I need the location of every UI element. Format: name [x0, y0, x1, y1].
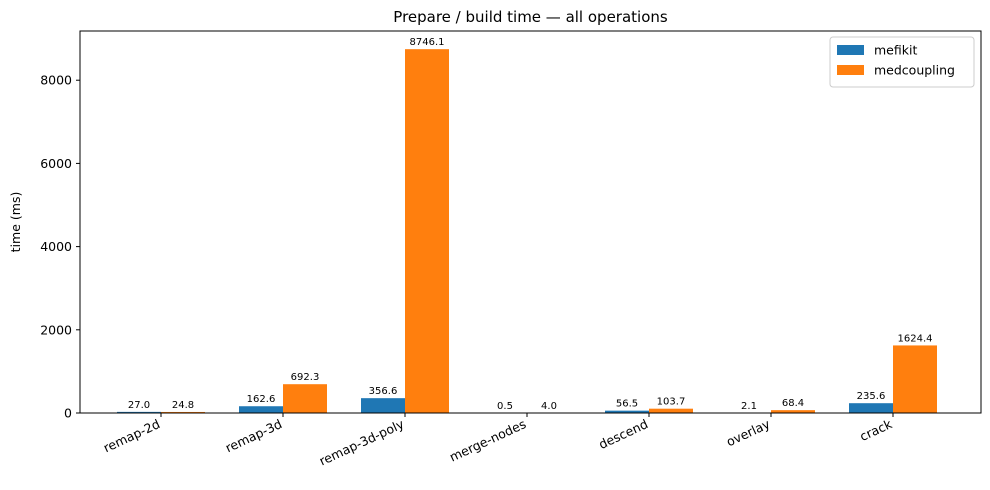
data-label-medcoupling-remap-2d: 24.8 — [172, 400, 194, 411]
data-label-mefikit-crack: 235.6 — [857, 391, 886, 402]
bar-medcoupling-descend — [649, 408, 693, 413]
data-label-medcoupling-crack: 1624.4 — [898, 333, 933, 344]
data-label-medcoupling-remap-3d: 692.3 — [291, 372, 320, 383]
data-label-medcoupling-overlay: 68.4 — [782, 398, 804, 409]
legend-box — [829, 36, 975, 88]
bar-mefikit-remap-3d — [239, 406, 283, 413]
y-tick-label: 0 — [64, 406, 72, 421]
x-tick-label-overlay: overlay — [724, 416, 773, 449]
bar-medcoupling-remap-3d-poly — [405, 49, 449, 413]
bar-medcoupling-remap-2d — [161, 411, 205, 413]
bar-medcoupling-overlay — [771, 410, 815, 413]
x-axis: remap-2d remap-3d remap-3d-poly merge-nodes… — [101, 413, 895, 468]
y-tick-label: 6000 — [40, 156, 72, 171]
data-labels-group: 27.0 162.6 356.6 0.5 56.5 2.1 235.6 24.8 692.3 87… — [128, 37, 933, 412]
data-label-mefikit-remap-2d: 27.0 — [128, 400, 150, 411]
x-tick-label-descend: descend — [596, 416, 650, 452]
bar-mefikit-descend — [605, 410, 649, 413]
data-label-mefikit-remap-3d: 162.6 — [247, 394, 276, 405]
data-label-mefikit-merge-nodes: 0.5 — [497, 401, 513, 412]
y-tick-label: 2000 — [40, 322, 72, 337]
plot-frame — [79, 30, 982, 414]
y-tick-label: 8000 — [40, 73, 72, 88]
bar-mefikit-remap-2d — [117, 411, 161, 413]
bars-group — [117, 49, 937, 413]
data-label-medcoupling-descend: 103.7 — [657, 397, 686, 408]
legend-swatch-mefikit — [837, 45, 864, 55]
chart-title: Prepare / build time — all operations — [393, 8, 668, 26]
x-tick-label-crack: crack — [857, 416, 895, 444]
data-label-medcoupling-remap-3d-poly: 8746.1 — [410, 37, 445, 48]
x-tick-label-merge-nodes: merge-nodes — [447, 416, 528, 465]
legend: mefikit medcoupling — [829, 36, 975, 88]
legend-label-mefikit: mefikit — [874, 43, 917, 58]
bar-medcoupling-remap-3d — [283, 384, 327, 413]
legend-label-medcoupling: medcoupling — [874, 63, 955, 78]
y-axis-label: time (ms) — [8, 192, 23, 253]
y-axis: 0 2000 4000 6000 8000 — [40, 73, 80, 421]
x-tick-label-remap-2d: remap-2d — [101, 416, 162, 455]
bar-mefikit-remap-3d-poly — [361, 398, 405, 413]
data-label-mefikit-overlay: 2.1 — [741, 401, 757, 412]
x-tick-label-remap-3d-poly: remap-3d-poly — [317, 416, 407, 469]
bar-mefikit-crack — [849, 403, 893, 413]
data-label-mefikit-descend: 56.5 — [616, 399, 638, 410]
y-tick-label: 4000 — [40, 239, 72, 254]
legend-swatch-medcoupling — [837, 65, 864, 75]
bar-medcoupling-crack — [893, 345, 937, 413]
data-label-mefikit-remap-3d-poly: 356.6 — [369, 386, 398, 397]
data-label-medcoupling-merge-nodes: 4.0 — [541, 401, 557, 412]
x-tick-label-remap-3d: remap-3d — [223, 416, 284, 455]
